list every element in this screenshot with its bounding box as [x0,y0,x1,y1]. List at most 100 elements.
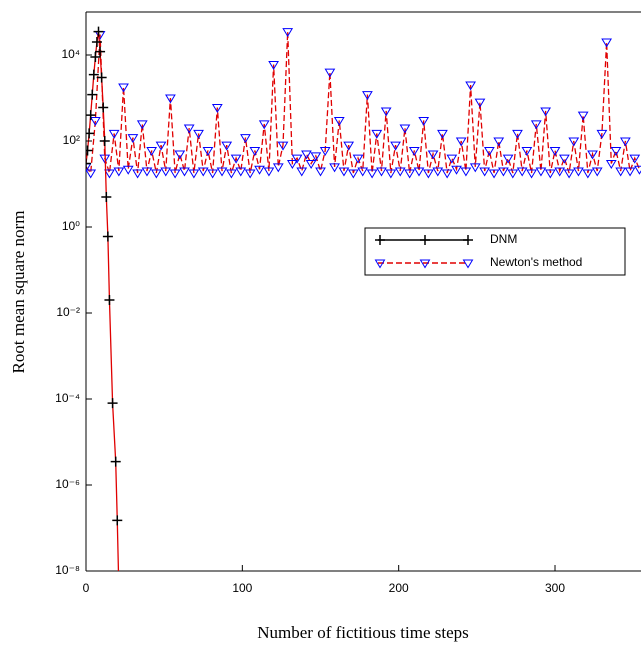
point [268,61,279,71]
point [315,167,326,177]
point [150,169,162,179]
point [235,167,247,177]
point [601,38,612,48]
point [104,169,115,179]
point [516,167,528,177]
point [535,167,547,177]
point [455,137,467,147]
point [96,72,107,83]
point [629,154,641,164]
legend-label: Newton's method [490,255,582,269]
legend-label: DNM [490,232,517,246]
legend-marker [375,235,385,245]
point [483,147,495,157]
point [310,152,322,162]
point [376,167,387,177]
point [390,141,401,151]
point [86,145,93,156]
point [160,167,172,177]
point [488,169,500,179]
point [110,456,121,467]
y-tick-label: 10⁻⁶ [55,477,80,491]
point [469,163,481,173]
point [465,81,476,91]
point [122,165,134,175]
y-tick-label: 10⁰ [62,219,80,233]
point [114,583,124,593]
point [582,169,594,179]
point [521,147,533,157]
legend-marker [420,235,430,245]
point [99,136,110,146]
x-axis-label: Number of fictitious time steps [257,623,469,642]
point [95,46,106,57]
x-tick-label: 0 [83,581,90,595]
point [563,169,575,179]
point [132,169,143,179]
point [86,128,95,139]
point [272,163,284,173]
point [169,169,181,179]
point [207,169,219,179]
point [86,169,97,179]
point [211,104,223,114]
point [615,167,627,177]
point [87,89,98,100]
point [540,107,552,117]
point [371,129,383,139]
point [366,169,378,179]
point [427,150,439,160]
point [282,28,294,38]
point [104,295,115,306]
point [451,165,462,175]
point [183,124,195,134]
point [587,150,598,160]
point [90,51,101,62]
point [343,141,355,151]
point [244,169,256,179]
point [549,147,561,157]
point [596,129,608,139]
legend-box [364,227,626,276]
series-line [86,31,641,175]
point [498,167,509,177]
point [113,167,125,177]
point [319,147,331,157]
point [174,150,186,160]
point [605,159,617,169]
point [441,169,453,179]
point [610,147,622,157]
point [479,167,491,177]
legend-marker [374,259,386,269]
x-tick-label: 300 [545,581,565,595]
point [408,147,420,157]
point [296,167,308,177]
point [422,169,434,179]
point [526,169,537,179]
point [240,134,251,144]
point [338,167,350,177]
legend-marker [419,259,431,269]
point [88,69,99,80]
legend: DNM Newton's method [364,227,626,276]
y-tick-label: 10⁻² [56,305,80,319]
point [418,116,430,126]
point [89,116,101,126]
point [193,129,204,139]
point [460,167,472,177]
point [333,116,345,126]
point [573,167,584,177]
point [286,159,298,169]
point [413,167,425,177]
point [554,167,566,177]
point [197,167,209,177]
point [301,150,312,160]
point [98,102,109,113]
point [101,191,112,202]
point [404,169,416,179]
point [568,137,580,147]
x-tick-label: 100 [232,581,252,595]
point [530,120,542,130]
legend-marker [462,259,474,269]
